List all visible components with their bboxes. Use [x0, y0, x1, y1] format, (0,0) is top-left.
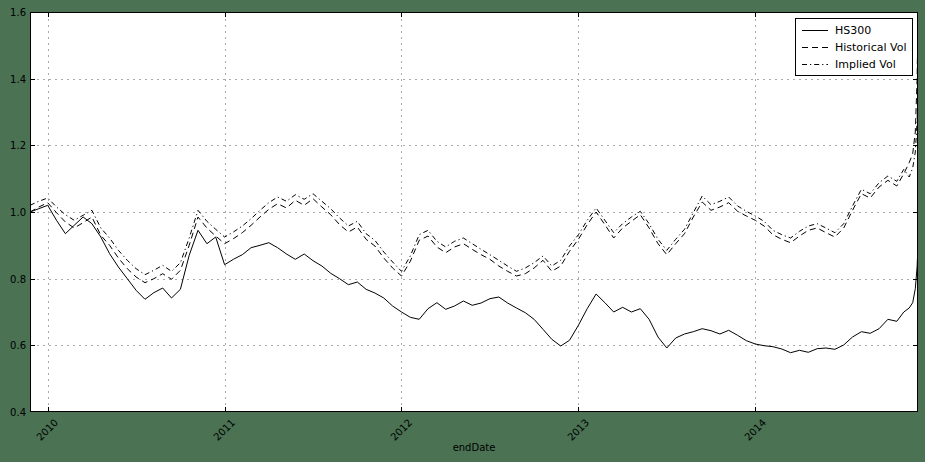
x-axis-label: endDate [30, 442, 918, 453]
figure-canvas: { "figure": { "background_color": "#4a72… [0, 0, 925, 462]
legend-label: HS300 [835, 24, 871, 37]
series-line-implied-vol [30, 85, 918, 274]
plot-area [30, 12, 918, 412]
x-tick-label: 2011 [212, 417, 238, 443]
series-line-historical-vol [30, 22, 918, 283]
y-tick-label: 1.0 [0, 206, 26, 219]
legend-line-sample [802, 43, 828, 52]
x-tick-label: 2012 [388, 417, 414, 443]
legend-line-sample [802, 60, 828, 69]
x-tick-label: 2013 [565, 417, 591, 443]
y-tick-label: 0.8 [0, 273, 26, 286]
legend-label: Implied Vol [835, 58, 896, 71]
legend-line-sample [802, 26, 828, 35]
legend-item-historical-vol: Historical Vol [796, 39, 912, 56]
legend-item-hs300: HS300 [796, 22, 912, 39]
x-tick-label: 2010 [35, 417, 61, 443]
y-tick-label: 1.6 [0, 6, 26, 19]
y-tick-label: 0.4 [0, 406, 26, 419]
y-tick-label: 1.4 [0, 73, 26, 86]
x-tick-label: 2014 [742, 417, 768, 443]
legend-item-implied-vol: Implied Vol [796, 56, 912, 73]
legend-label: Historical Vol [835, 41, 906, 54]
y-tick-label: 1.2 [0, 139, 26, 152]
legend-box: HS300 Historical Vol Implied Vol [795, 18, 913, 76]
y-tick-label: 0.6 [0, 339, 26, 352]
plot-svg [30, 12, 918, 412]
